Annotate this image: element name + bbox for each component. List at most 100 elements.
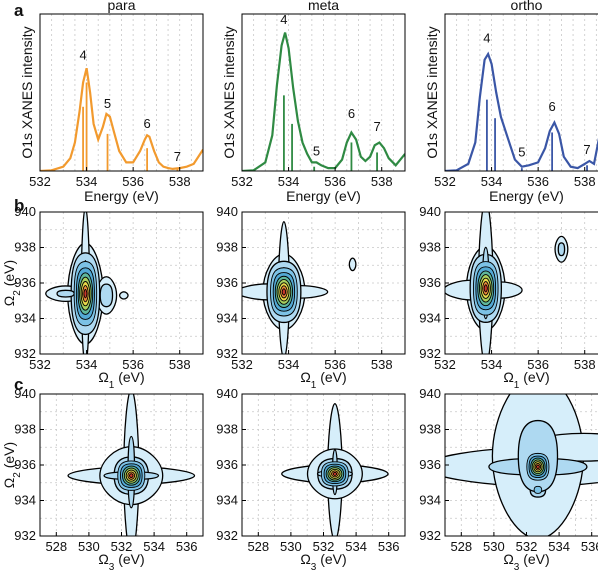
y-tick-label: 932 <box>419 528 441 543</box>
contour-level <box>99 283 114 308</box>
subplot-title: meta <box>308 0 339 13</box>
x-tick-label: 532 <box>29 174 51 189</box>
x-tick-label: 534 <box>76 357 98 372</box>
x-tick-label: 538 <box>169 357 191 372</box>
contour-plot-b-para: 532 534 536 538 932 934 936 938 940 Ω1 (eV) Ω2 (eV… <box>1 204 204 391</box>
contour-level <box>118 291 129 300</box>
x-tick-label: 536 <box>324 357 346 372</box>
peak-label: 5 <box>313 143 320 158</box>
x-tick-label: 536 <box>378 539 400 554</box>
peak-label: 7 <box>373 119 380 134</box>
y-tick-label: 940 <box>419 386 441 401</box>
y-tick-label: 934 <box>419 493 441 508</box>
x-tick-label: 538 <box>371 174 393 189</box>
contour-level <box>332 471 338 476</box>
x-tick-label: 538 <box>371 357 393 372</box>
x-axis-label: Ω1 (eV) <box>98 369 144 391</box>
x-tick-label: 536 <box>527 174 549 189</box>
x-tick-label: 532 <box>231 357 253 372</box>
contour-level <box>56 289 75 298</box>
x-tick-label: 532 <box>434 174 456 189</box>
y-tick-label: 938 <box>14 422 36 437</box>
y-axis-label: O1s XANES intensity <box>19 26 35 158</box>
y-tick-label: 938 <box>419 240 441 255</box>
x-tick-label: 530 <box>78 539 100 554</box>
x-tick-label: 536 <box>527 357 549 372</box>
y-tick-label: 934 <box>216 311 238 326</box>
x-axis-label: Ω1 (eV) <box>503 369 549 391</box>
x-tick-label: 534 <box>278 357 300 372</box>
peak-label: 4 <box>79 48 86 63</box>
x-tick-label: 532 <box>516 539 538 554</box>
axes-frame <box>444 13 598 172</box>
x-tick-label: 536 <box>122 357 144 372</box>
y-tick-label: 940 <box>419 204 441 219</box>
x-axis-label: Ω3 (eV) <box>300 551 346 571</box>
x-axis-label: Ω3 (eV) <box>503 551 549 571</box>
axes-frame <box>39 13 204 172</box>
spectrum-plot-meta: 4 5 6 7 532 534 536 538 meta Energy (eV) O1s XANES… <box>221 0 406 204</box>
x-tick-label: 536 <box>324 174 346 189</box>
y-tick-label: 934 <box>14 311 36 326</box>
x-tick-label: 538 <box>574 174 596 189</box>
contour-plot-c-ortho: 528 530 532 534 536 932 934 936 938 940 Ω3 (eV) <box>419 386 598 571</box>
y-tick-label: 934 <box>14 493 36 508</box>
y-tick-label: 936 <box>14 457 36 472</box>
x-axis-label: Ω3 (eV) <box>98 551 144 571</box>
y-tick-label: 934 <box>419 311 441 326</box>
contour-level <box>281 288 287 296</box>
peak-label: 7 <box>174 149 181 164</box>
y-tick-label: 936 <box>419 275 441 290</box>
x-tick-label: 532 <box>29 357 51 372</box>
x-tick-label: 532 <box>111 539 133 554</box>
panel-letter-a: a <box>14 1 24 20</box>
contour-layers <box>445 394 598 536</box>
x-tick-label: 530 <box>280 539 302 554</box>
y-tick-label: 936 <box>216 275 238 290</box>
y-axis-label: Ω2 (eV) <box>1 442 23 488</box>
x-tick-label: 528 <box>45 539 67 554</box>
y-tick-label: 940 <box>216 204 238 219</box>
contour-level <box>483 284 488 293</box>
x-tick-label: 534 <box>143 539 165 554</box>
peak-label: 4 <box>483 31 490 46</box>
y-tick-label: 936 <box>216 457 238 472</box>
peak-label: 6 <box>548 99 555 114</box>
peak-label: 6 <box>348 106 355 121</box>
peak-label: 7 <box>583 142 590 157</box>
contour-plot-c-para: 528 530 532 534 536 932 934 936 938 940 Ω3 (eV) Ω2 … <box>1 386 204 571</box>
y-axis-label: Ω2 (eV) <box>1 260 23 306</box>
y-tick-label: 932 <box>216 346 238 361</box>
axes-frame <box>241 13 406 172</box>
peak-label: 5 <box>518 145 525 160</box>
peak-label: 4 <box>280 12 287 27</box>
y-tick-label: 932 <box>14 528 36 543</box>
x-tick-label: 534 <box>481 174 503 189</box>
contour-layers <box>281 403 389 536</box>
subplot-title: para <box>107 0 135 13</box>
y-axis-label: O1s XANES intensity <box>424 26 440 158</box>
spectrum-curve <box>242 32 405 171</box>
x-tick-label: 538 <box>574 357 596 372</box>
spectrum-plot-para: 4 5 6 7 532 534 536 538 para Energy (eV) O1s XANES… <box>19 0 204 204</box>
panel-letter-b: b <box>14 196 24 215</box>
x-axis-label: Energy (eV) <box>489 188 564 204</box>
x-tick-label: 534 <box>76 174 98 189</box>
x-tick-label: 536 <box>122 174 144 189</box>
subplot-title: ortho <box>511 0 543 13</box>
y-tick-label: 940 <box>14 386 36 401</box>
y-tick-label: 936 <box>419 457 441 472</box>
x-tick-label: 534 <box>278 174 300 189</box>
x-tick-label: 532 <box>313 539 335 554</box>
y-tick-label: 936 <box>14 275 36 290</box>
contour-plot-c-meta: 528 530 532 534 536 932 934 936 938 940 Ω3 (eV) <box>216 386 406 571</box>
contour-layers <box>45 212 129 354</box>
y-tick-label: 932 <box>216 528 238 543</box>
x-tick-label: 536 <box>176 539 198 554</box>
contour-level <box>83 288 88 299</box>
y-tick-label: 938 <box>216 240 238 255</box>
spectrum-plot-ortho: 4 5 6 7 532 534 536 538 ortho Energy (eV) O1s XANE… <box>424 0 598 204</box>
y-tick-label: 938 <box>419 422 441 437</box>
